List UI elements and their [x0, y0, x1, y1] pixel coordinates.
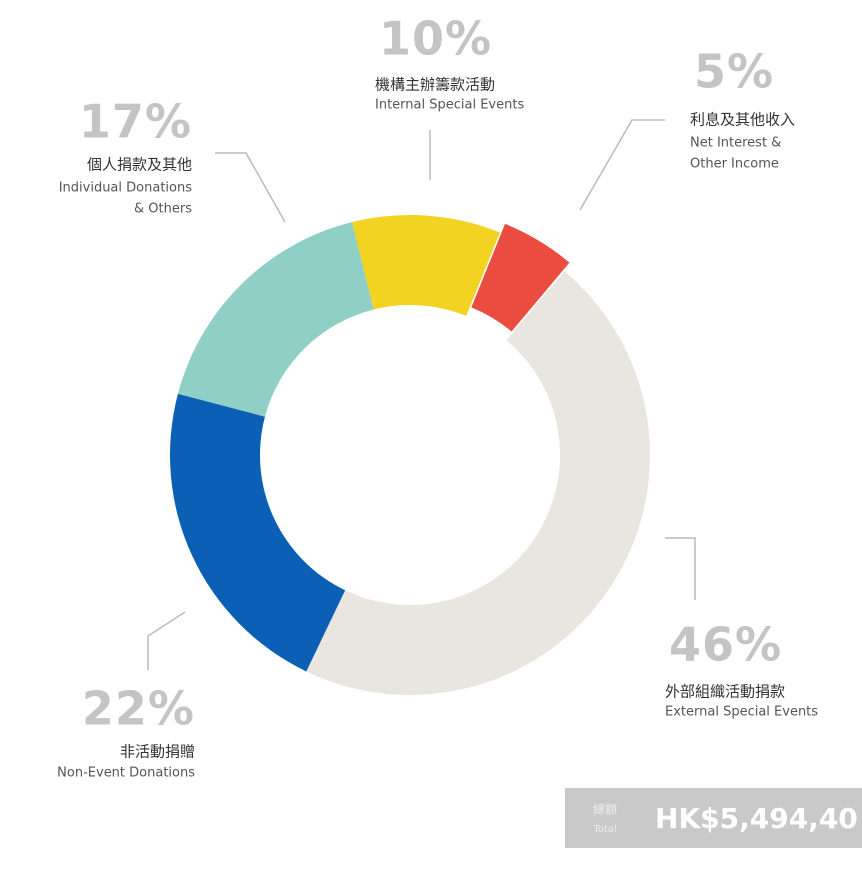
donut-segment [471, 223, 570, 332]
label-en: External Special Events [665, 705, 818, 720]
label-en: Net Interest & [690, 136, 781, 151]
donut-segment [351, 215, 500, 316]
label-en: Internal Special Events [375, 98, 524, 113]
label-en: Individual Donations [59, 181, 193, 196]
leader-line [579, 119, 665, 211]
label-zh: 外部組織活動捐款 [665, 683, 785, 701]
total-box [565, 788, 862, 848]
total-label-zh: 總額 [593, 802, 617, 817]
percent-label: 22% [82, 682, 195, 736]
label-en: Non-Event Donations [57, 766, 195, 781]
donut-segment [306, 271, 651, 696]
label-zh: 個人捐款及其他 [87, 156, 192, 174]
label-zh: 非活動捐贈 [120, 743, 195, 761]
percent-label: 17% [79, 95, 192, 149]
percent-label: 46% [669, 618, 782, 672]
donut-segment [177, 222, 374, 417]
donut-segment [170, 393, 346, 672]
label-en: & Others [134, 202, 192, 217]
label-zh: 利息及其他收入 [690, 111, 795, 129]
label-zh: 機構主辦籌款活動 [375, 76, 495, 94]
leader-line [147, 611, 186, 670]
percent-label: 10% [379, 12, 492, 66]
total-value: HK$5,494,40 [655, 802, 858, 835]
label-en: Other Income [690, 157, 779, 172]
total-label-en: Total [592, 824, 616, 835]
leader-line [215, 152, 286, 223]
leader-line [665, 537, 696, 600]
percent-label: 5% [694, 45, 774, 99]
